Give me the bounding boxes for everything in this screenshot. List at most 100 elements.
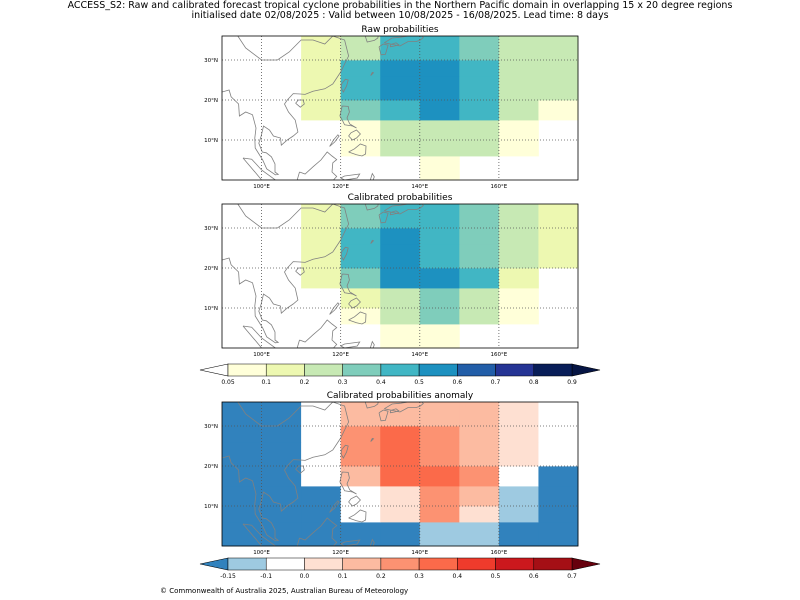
heatmap-cell xyxy=(538,486,578,506)
heatmap-cell xyxy=(459,60,499,76)
heatmap-cell xyxy=(459,486,499,506)
heatmap-cell xyxy=(499,228,539,244)
colorbar-tick-label: 0.7 xyxy=(491,379,501,386)
colorbar-tick-label: 0.9 xyxy=(567,379,577,386)
heatmap-cell xyxy=(341,140,381,156)
heatmap-cell xyxy=(222,466,262,486)
heatmap-cell xyxy=(499,402,539,426)
colorbar-segment xyxy=(304,364,342,376)
lat-tick-label: 30°N xyxy=(204,226,218,232)
heatmap-cell xyxy=(420,60,460,76)
colorbar-segment xyxy=(496,558,534,570)
colorbar-tick-label: 0.2 xyxy=(376,573,386,580)
heatmap-cell xyxy=(420,156,460,180)
heatmap-cell xyxy=(459,140,499,156)
heatmap-cell xyxy=(499,120,539,140)
heatmap-cell xyxy=(420,288,460,308)
colorbar-segment xyxy=(534,364,572,376)
colorbar-segment xyxy=(266,558,304,570)
lat-tick-label: 10°N xyxy=(204,504,218,510)
heatmap-cell xyxy=(380,402,420,426)
heatmap-cell xyxy=(499,36,539,60)
lon-tick-label: 100°E xyxy=(253,550,270,556)
heatmap-cell xyxy=(222,522,262,546)
lon-tick-label: 160°E xyxy=(491,184,508,190)
colorbar-tick-label: -0.1 xyxy=(260,573,272,580)
heatmap-cell xyxy=(420,466,460,486)
heatmap-cell xyxy=(459,308,499,324)
colorbar-tick-label: 0.05 xyxy=(221,379,235,386)
heatmap-cell xyxy=(459,506,499,522)
heatmap-cell xyxy=(420,120,460,140)
colorbar-tick-label: 0.7 xyxy=(567,573,577,580)
lon-tick-label: 120°E xyxy=(332,184,349,190)
heatmap-cell xyxy=(301,268,341,288)
lat-tick-label: 20°N xyxy=(204,464,218,470)
heatmap-cell xyxy=(538,426,578,442)
heatmap-cell xyxy=(459,288,499,308)
heatmap-cell xyxy=(420,308,460,324)
heatmap-cell xyxy=(538,76,578,100)
heatmap-cell xyxy=(301,466,341,486)
heatmap-cell xyxy=(420,204,460,228)
heatmap-cell xyxy=(499,244,539,268)
heatmap-cell xyxy=(420,486,460,506)
heatmap-cell xyxy=(499,466,539,486)
heatmap-cell xyxy=(499,60,539,76)
heatmap-cell xyxy=(459,522,499,546)
colorbar-segment xyxy=(457,558,495,570)
lon-tick-label: 140°E xyxy=(411,550,428,556)
heatmap-cell xyxy=(538,60,578,76)
heatmap-cell xyxy=(301,228,341,244)
heatmap-cell xyxy=(420,268,460,288)
heatmap-cell xyxy=(380,100,420,120)
heatmap-cell xyxy=(222,442,262,466)
heatmap-cell xyxy=(262,522,302,546)
heatmap-cell xyxy=(499,100,539,120)
colorbar-under-arrow xyxy=(200,558,228,570)
heatmap-cell xyxy=(459,442,499,466)
heatmap-cell xyxy=(499,288,539,308)
lon-tick-label: 100°E xyxy=(253,184,270,190)
heatmap-cell xyxy=(538,204,578,228)
heatmap-cell xyxy=(222,402,262,426)
colorbar-tick-label: 0.2 xyxy=(300,379,310,386)
colorbar-segment xyxy=(534,558,572,570)
heatmap-cell xyxy=(301,486,341,506)
colorbar-tick-label: 0.1 xyxy=(338,573,348,580)
anomaly-colorbar: -0.15 -0.1 0.0 0.1 0.2 0.3 0.4 0.5 0.6 0.7 xyxy=(200,558,600,580)
heatmap-cell xyxy=(420,402,460,426)
lon-tick-label: 120°E xyxy=(332,550,349,556)
colorbar-over-arrow xyxy=(572,364,600,376)
colorbar-tick-label: 0.6 xyxy=(529,573,539,580)
panel-title: Calibrated probabilities anomaly xyxy=(327,391,474,401)
heatmap-cell xyxy=(341,308,381,324)
lon-tick-label: 140°E xyxy=(411,352,428,358)
heatmap-cell xyxy=(341,486,381,506)
lon-tick-label: 160°E xyxy=(491,352,508,358)
heatmap-cell xyxy=(380,288,420,308)
colorbar-segment xyxy=(381,558,419,570)
colorbar-tick-label: 0.8 xyxy=(529,379,539,386)
probability-colorbar: 0.05 0.1 0.2 0.3 0.4 0.5 0.6 0.7 0.8 0.9 xyxy=(200,364,600,386)
heatmap-cell xyxy=(538,442,578,466)
heatmap-cell xyxy=(380,486,420,506)
colorbar-tick-label: 0.4 xyxy=(376,379,386,386)
heatmap-cell xyxy=(380,244,420,268)
heatmap-cell xyxy=(380,120,420,140)
heatmap-cell xyxy=(380,308,420,324)
heatmap-cell xyxy=(420,506,460,522)
colorbar-over-arrow xyxy=(572,558,600,570)
heatmap-cell xyxy=(459,76,499,100)
heatmap-cell xyxy=(459,100,499,120)
lon-tick-label: 120°E xyxy=(332,352,349,358)
heatmap-cell xyxy=(301,426,341,442)
heatmap-cell xyxy=(380,324,420,348)
heatmap-cell xyxy=(499,140,539,156)
heatmap-cell xyxy=(380,268,420,288)
heatmap-cell xyxy=(380,204,420,228)
heatmap-cell xyxy=(459,244,499,268)
colorbar-tick-label: 0.5 xyxy=(414,379,424,386)
heatmap-cell xyxy=(459,268,499,288)
heatmap-cell xyxy=(459,466,499,486)
